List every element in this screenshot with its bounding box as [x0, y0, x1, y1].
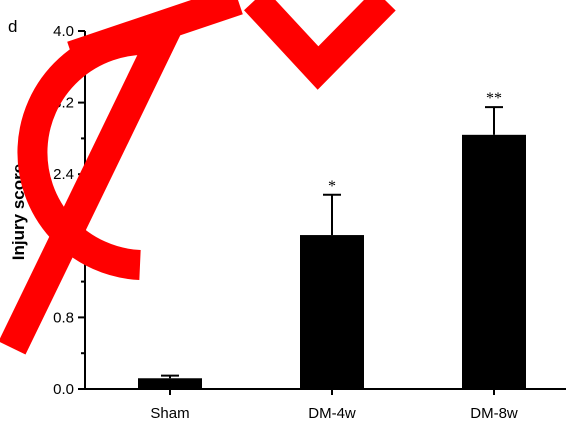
error-bars-group [161, 106, 503, 379]
x-ticks-group: Sham DM-4w DM-8w [150, 389, 518, 422]
significance-label: ** [486, 90, 502, 107]
x-tick-label: DM-8w [470, 405, 518, 422]
y-tick-label: 0.0 [53, 381, 74, 398]
significance-labels-group: *** [328, 90, 502, 195]
bar [138, 378, 202, 389]
y-ticks-group: 0.00.81.62.43.24.0 [53, 23, 85, 398]
significance-label: * [328, 178, 336, 195]
bar [300, 235, 364, 389]
x-tick-label: Sham [150, 405, 189, 422]
watermark-icon [0, 0, 396, 355]
y-tick-label: 0.8 [53, 309, 74, 326]
y-tick-label: 2.4 [53, 166, 74, 183]
bars-group [138, 134, 526, 389]
bar [462, 134, 526, 389]
watermark-stroke [243, 0, 396, 90]
x-tick-label: DM-4w [308, 405, 356, 422]
panel-label: d [8, 17, 17, 36]
watermark-stroke [0, 11, 186, 355]
y-tick-label: 4.0 [53, 23, 74, 40]
